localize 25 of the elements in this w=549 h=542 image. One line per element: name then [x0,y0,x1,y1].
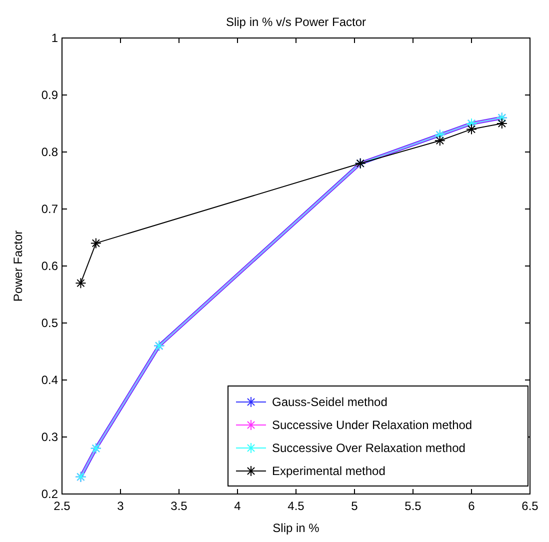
x-tick-label: 5.5 [404,499,422,513]
y-tick-label: 0.8 [41,145,58,159]
chart-title: Slip in % v/s Power Factor [226,15,366,29]
x-tick-label: 6 [468,499,476,513]
y-tick-label: 0.5 [41,316,58,330]
y-tick-label: 0.9 [41,88,58,102]
x-tick-label: 3.5 [170,499,188,513]
legend-label: Successive Over Relaxation method [272,441,466,455]
legend-label: Experimental method [272,464,386,478]
x-tick-label: 4 [234,499,242,513]
x-tick-label: 6.5 [522,499,539,513]
legend-label: Gauss-Seidel method [272,395,388,409]
y-axis-title: Power Factor [11,230,25,302]
x-tick-label: 2.5 [54,499,71,513]
x-tick-label: 5 [351,499,358,513]
y-tick-label: 1 [51,31,58,45]
x-tick-label: 3 [117,499,124,513]
legend-label: Successive Under Relaxation method [272,418,472,432]
x-axis-title: Slip in % [272,521,320,535]
y-tick-label: 0.6 [41,259,58,273]
y-tick-label: 0.4 [41,373,58,387]
y-tick-label: 0.2 [41,487,58,501]
x-tick-label: 4.5 [288,499,305,513]
y-tick-label: 0.3 [41,430,58,444]
y-tick-label: 0.7 [41,202,58,216]
